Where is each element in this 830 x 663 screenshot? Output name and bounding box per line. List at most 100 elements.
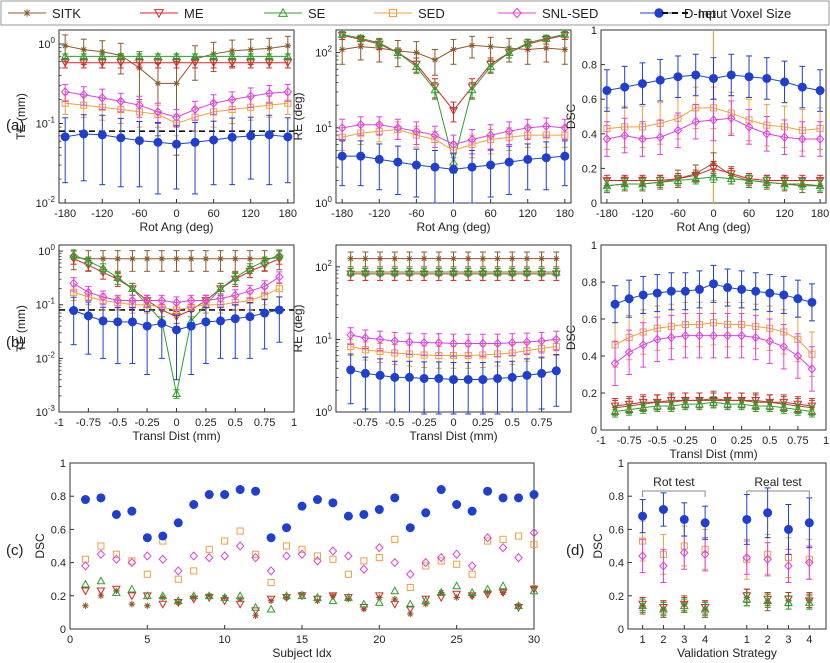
data-point xyxy=(493,338,502,349)
data-point xyxy=(435,255,443,262)
data-point xyxy=(638,403,648,412)
data-point xyxy=(638,340,648,350)
data-point xyxy=(737,399,747,408)
x-tick-label: -0.25 xyxy=(673,435,698,447)
data-point xyxy=(328,596,338,605)
data-point xyxy=(695,330,704,341)
y-tick-label: 10-1 xyxy=(36,297,56,312)
data-point xyxy=(252,612,259,619)
data-point xyxy=(483,532,492,543)
data-point xyxy=(436,594,446,603)
data-point xyxy=(624,294,634,304)
y-tick-label: 100 xyxy=(38,36,55,51)
data-point xyxy=(709,397,718,406)
data-point xyxy=(189,595,199,604)
data-point xyxy=(328,498,338,508)
data-point xyxy=(751,332,760,343)
data-point xyxy=(602,181,612,190)
data-point xyxy=(493,267,503,276)
data-point xyxy=(283,51,293,60)
data-point xyxy=(158,531,168,541)
data-point xyxy=(507,372,517,382)
x-tick-label: 0.75 xyxy=(254,417,275,429)
data-point xyxy=(127,283,137,292)
data-point xyxy=(709,115,718,125)
x-tick-label: 180 xyxy=(811,208,829,220)
data-point xyxy=(449,375,458,385)
data-point xyxy=(709,165,718,174)
data-point xyxy=(744,175,754,184)
data-point xyxy=(478,375,488,385)
data-point xyxy=(638,511,648,521)
data-point xyxy=(509,255,516,262)
data-point xyxy=(343,511,353,521)
x-axis-label: Rot Ang (deg) xyxy=(139,220,213,234)
data-point xyxy=(815,181,825,190)
data-point xyxy=(537,368,547,378)
data-point xyxy=(530,540,538,548)
data-point xyxy=(357,43,364,50)
data-point xyxy=(436,485,446,495)
data-point xyxy=(742,552,752,563)
data-point xyxy=(98,263,108,272)
data-point xyxy=(390,557,400,568)
data-point xyxy=(751,401,761,410)
data-point xyxy=(412,126,421,136)
data-point xyxy=(610,358,620,369)
x-axis-label: Transl Dist (mm) xyxy=(409,429,497,443)
data-point xyxy=(298,590,306,598)
data-point xyxy=(230,273,240,282)
x-tick-label: -0.5 xyxy=(385,417,404,429)
x-tick-label: 3 xyxy=(681,634,687,646)
data-point xyxy=(391,255,398,262)
legend-marker-se xyxy=(277,7,289,17)
series-snl xyxy=(81,528,539,579)
panel-b1: -1 -0.75 -0.5 -0.25 0 0.25 0.5 0.75 1 10-3 10-2 10-… xyxy=(14,243,297,443)
data-point xyxy=(113,273,123,282)
row-label-b: (b) xyxy=(6,334,24,351)
data-point xyxy=(251,552,260,563)
data-point xyxy=(468,570,476,578)
data-point xyxy=(328,592,338,601)
data-point xyxy=(247,46,254,53)
data-point xyxy=(344,551,353,561)
data-point xyxy=(201,295,211,306)
data-point xyxy=(467,134,477,145)
data-point xyxy=(275,272,284,282)
x-tick-label: 30 xyxy=(528,634,540,646)
panel-a1: -180 -120 -60 0 60 120 180 10-2 10-1 100 Rot Ang (… xyxy=(14,29,297,234)
series-dnet xyxy=(69,296,284,381)
data-point xyxy=(464,255,472,262)
data-point xyxy=(79,129,89,139)
y-tick-label: 1 xyxy=(591,25,597,37)
data-point xyxy=(189,500,199,509)
data-point xyxy=(266,533,276,543)
x-tick-label: 0 xyxy=(173,208,179,220)
data-point xyxy=(79,90,89,100)
data-point xyxy=(431,56,439,64)
data-point xyxy=(201,317,211,327)
data-point xyxy=(762,73,772,83)
y-tick-label: 101 xyxy=(315,120,332,135)
data-point xyxy=(172,51,181,60)
data-point xyxy=(376,594,383,601)
data-point xyxy=(483,584,493,593)
data-point xyxy=(116,96,126,107)
y-tick-label: 102 xyxy=(315,259,332,274)
data-point xyxy=(157,318,167,328)
x-tick-label: 1 xyxy=(291,417,297,429)
data-point xyxy=(449,338,458,349)
x-tick-label: 0 xyxy=(710,208,716,220)
data-point xyxy=(691,70,701,80)
data-point xyxy=(765,336,775,346)
data-point xyxy=(762,177,772,186)
data-point xyxy=(658,504,668,514)
data-point xyxy=(216,293,225,304)
data-point xyxy=(251,607,261,616)
legend-label-snl: SNL-SED xyxy=(542,6,598,21)
data-point xyxy=(205,545,213,553)
data-point xyxy=(375,370,385,380)
data-point xyxy=(346,330,355,340)
data-point xyxy=(405,605,415,614)
data-point xyxy=(153,51,163,60)
